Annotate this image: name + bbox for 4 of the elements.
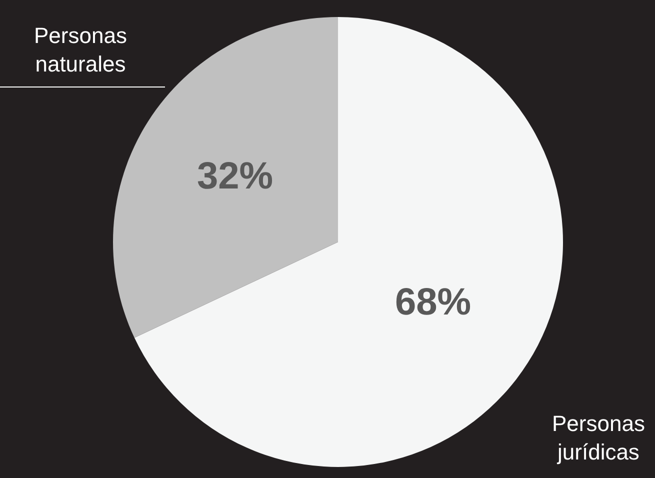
slice-label: Personas jurídicas <box>552 411 645 465</box>
data-label: 32% <box>196 156 274 198</box>
slice-label: Personas naturales <box>34 23 127 77</box>
data-label: 68% <box>394 281 472 324</box>
